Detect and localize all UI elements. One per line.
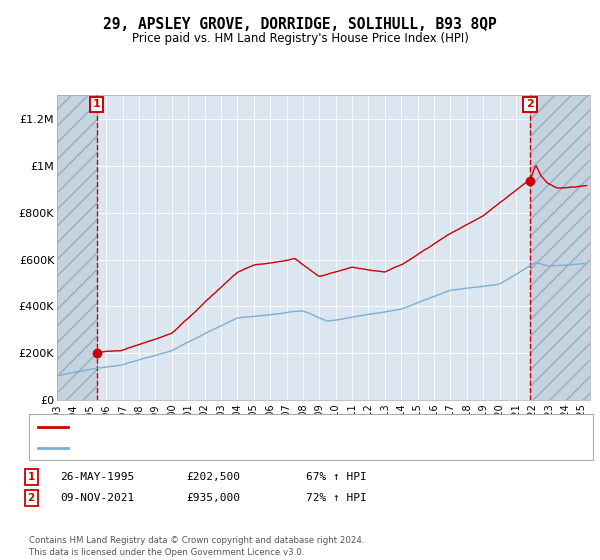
Text: 2: 2 — [28, 493, 35, 503]
Text: 1: 1 — [28, 472, 35, 482]
Text: Contains HM Land Registry data © Crown copyright and database right 2024.
This d: Contains HM Land Registry data © Crown c… — [29, 536, 364, 557]
Bar — [530, 95, 590, 400]
Text: 67% ↑ HPI: 67% ↑ HPI — [306, 472, 367, 482]
Text: 29, APSLEY GROVE, DORRIDGE, SOLIHULL, B93 8QP: 29, APSLEY GROVE, DORRIDGE, SOLIHULL, B9… — [103, 17, 497, 32]
Text: Price paid vs. HM Land Registry's House Price Index (HPI): Price paid vs. HM Land Registry's House … — [131, 32, 469, 45]
Bar — [57, 95, 97, 400]
Text: 26-MAY-1995: 26-MAY-1995 — [60, 472, 134, 482]
Text: 09-NOV-2021: 09-NOV-2021 — [60, 493, 134, 503]
Text: £935,000: £935,000 — [186, 493, 240, 503]
Text: 2: 2 — [526, 99, 534, 109]
Text: 29, APSLEY GROVE, DORRIDGE, SOLIHULL, B93 8QP (detached house): 29, APSLEY GROVE, DORRIDGE, SOLIHULL, B9… — [74, 422, 457, 432]
Text: 72% ↑ HPI: 72% ↑ HPI — [306, 493, 367, 503]
Text: 1: 1 — [93, 99, 101, 109]
Text: £202,500: £202,500 — [186, 472, 240, 482]
Text: HPI: Average price, detached house, Solihull: HPI: Average price, detached house, Soli… — [74, 444, 316, 454]
